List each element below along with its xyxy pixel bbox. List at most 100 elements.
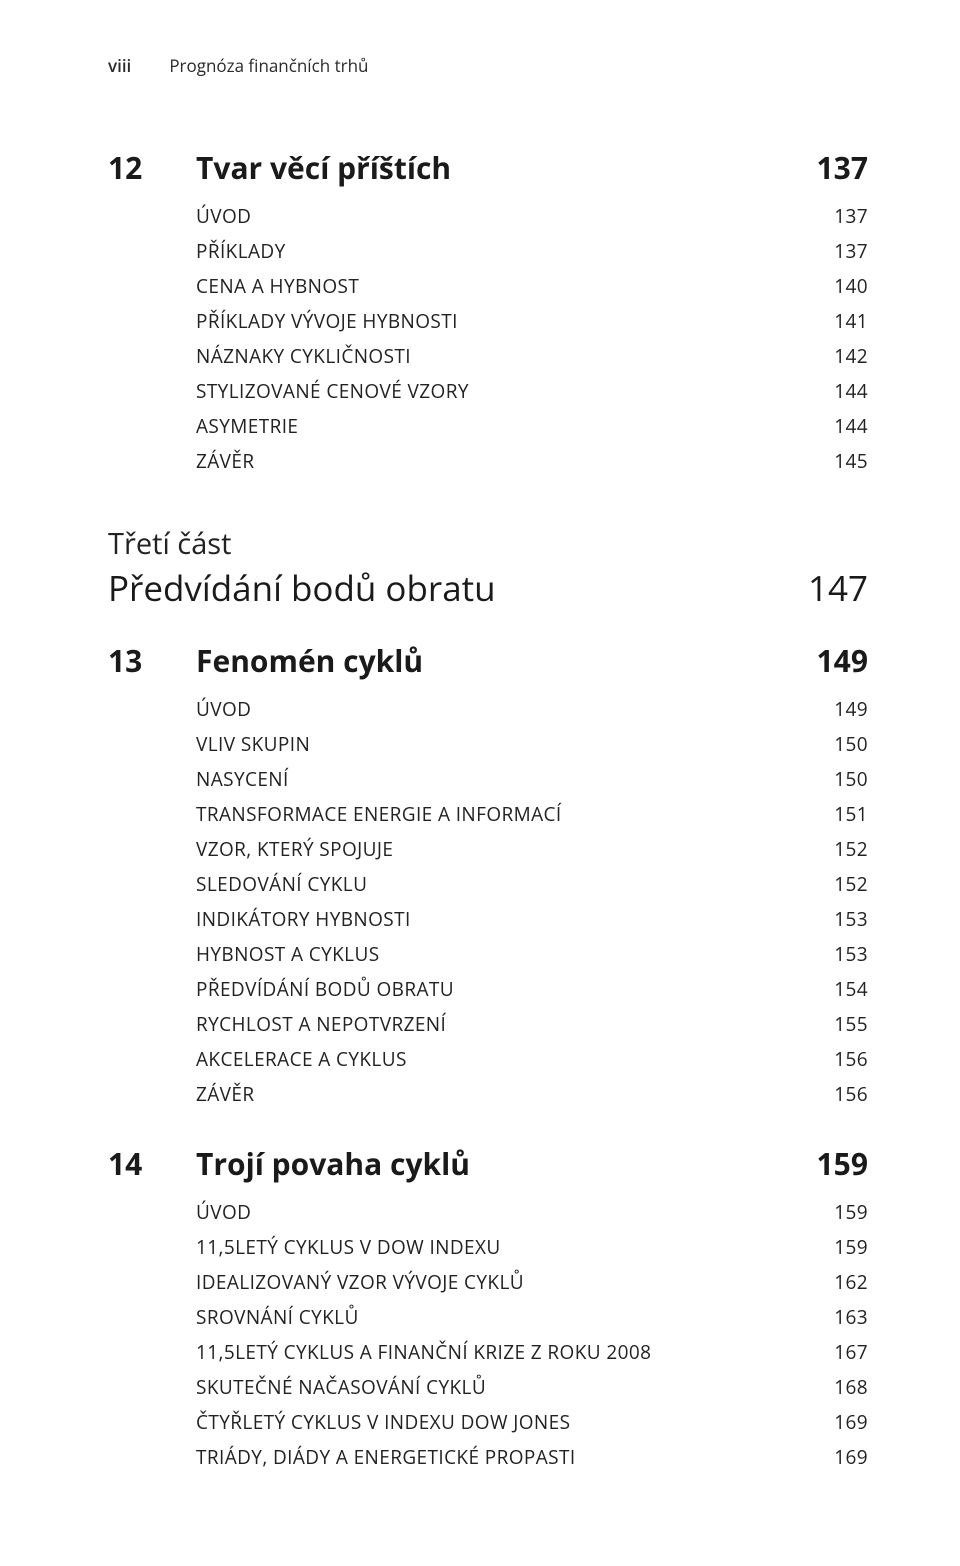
entry-label: INDIKÁTORY HYBNOSTI [196,906,411,932]
entry-page: 156 [834,1046,868,1072]
chapter-14-entries: ÚVOD159 11,5LETÝ CYKLUS V DOW INDEXU159 … [196,1194,868,1474]
entry-label: PŘÍKLADY VÝVOJE HYBNOSTI [196,308,458,334]
entry-page: 152 [834,871,868,897]
entry-label: 11,5LETÝ CYKLUS V DOW INDEXU [196,1234,501,1260]
entry-label: TRIÁDY, DIÁDY A ENERGETICKÉ PROPASTI [196,1444,576,1470]
entry-label: RYCHLOST A NEPOTVRZENÍ [196,1011,446,1037]
entry-page: 153 [834,906,868,932]
chapter-13-entries: ÚVOD 149 VLIV SKUPIN 150 NASYCENÍ 150 TRANS… [196,691,868,1111]
part-title-row: Předvídání bodů obratu 147 [108,565,868,612]
entry-label: ZÁVĚR [196,1081,255,1107]
entry-page: 169 [834,1409,868,1435]
toc-entry: INDIKÁTORY HYBNOSTI 153 [196,901,868,936]
entry-label: ÚVOD [196,203,251,229]
entry-page: 150 [834,731,868,757]
chapter-name: Tvar věcí příštích [196,147,777,188]
chapter-number: 13 [108,640,156,681]
entry-page: 137 [834,238,868,264]
entry-page: 144 [834,413,868,439]
entry-label: AKCELERACE A CYKLUS [196,1046,407,1072]
toc-entry: VLIV SKUPIN 150 [196,726,868,761]
part-title: Předvídání bodů obratu [108,565,496,612]
toc-entry: ÚVOD 137 [196,198,868,233]
entry-page: 152 [834,836,868,862]
toc-entry: SLEDOVÁNÍ CYKLU 152 [196,866,868,901]
toc-entry: HYBNOST A CYKLUS 153 [196,936,868,971]
entry-label: SKUTEČNÉ NAČASOVÁNÍ CYKLŮ [196,1374,486,1400]
toc-entry: SROVNÁNÍ CYKLŮ 163 [196,1299,868,1334]
entry-page: 167 [834,1339,868,1365]
entry-page: 168 [834,1374,868,1400]
entry-label: 11,5LETÝ CYKLUS A FINANČNÍ KRIZE Z ROKU … [196,1339,651,1365]
entry-label: SROVNÁNÍ CYKLŮ [196,1304,359,1330]
toc-entry: NASYCENÍ 150 [196,761,868,796]
toc-entry: STYLIZOVANÉ CENOVÉ VZORY144 [196,373,868,408]
entry-page: 151 [834,801,868,827]
entry-label: NÁZNAKY CYKLIČNOSTI [196,343,411,369]
toc-entry: CENA A HYBNOST140 [196,268,868,303]
entry-page: 169 [834,1444,868,1470]
toc-entry: 11,5LETÝ CYKLUS A FINANČNÍ KRIZE Z ROKU … [196,1334,868,1369]
chapter-number: 12 [108,147,156,188]
toc-entry: ZÁVĚR 156 [196,1076,868,1111]
entry-label: TRANSFORMACE ENERGIE A INFORMACÍ [196,801,562,827]
toc-entry: TRIÁDY, DIÁDY A ENERGETICKÉ PROPASTI 169 [196,1439,868,1474]
entry-label: VLIV SKUPIN [196,731,310,757]
entry-label: NASYCENÍ [196,766,289,792]
chapter-page: 159 [817,1143,868,1184]
entry-page: 142 [834,343,868,369]
entry-label: ZÁVĚR [196,448,255,474]
entry-label: ASYMETRIE [196,413,298,439]
entry-label: PŘÍKLADY [196,238,286,264]
chapter-name: Trojí povaha cyklů [196,1143,777,1184]
entry-label: HYBNOST A CYKLUS [196,941,380,967]
entry-page: 159 [834,1234,868,1260]
entry-page: 149 [834,696,868,722]
toc-entry: ČTYŘLETÝ CYKLUS V INDEXU DOW JONES 169 [196,1404,868,1439]
toc-entry: TRANSFORMACE ENERGIE A INFORMACÍ 151 [196,796,868,831]
toc-entry: ÚVOD159 [196,1194,868,1229]
running-title: Prognóza finančních trhů [169,54,368,77]
chapter-page: 137 [817,147,868,188]
chapter-13: 13 Fenomén cyklů 149 ÚVOD 149 VLIV SKUPIN… [108,640,868,1111]
entry-page: 141 [834,308,868,334]
part-label: Třetí část [108,524,868,563]
toc-entry: RYCHLOST A NEPOTVRZENÍ155 [196,1006,868,1041]
chapter-title-row: 14 Trojí povaha cyklů 159 [108,1143,868,1184]
entry-page: 163 [834,1304,868,1330]
entry-page: 156 [834,1081,868,1107]
toc-entry: ASYMETRIE 144 [196,408,868,443]
entry-page: 137 [834,203,868,229]
toc-entry: ZÁVĚR 145 [196,443,868,478]
entry-page: 144 [834,378,868,404]
toc-entry: SKUTEČNÉ NAČASOVÁNÍ CYKLŮ 168 [196,1369,868,1404]
toc-entry: IDEALIZOVANÝ VZOR VÝVOJE CYKLŮ 162 [196,1264,868,1299]
toc-entry: PŘÍKLADY VÝVOJE HYBNOSTI 141 [196,303,868,338]
toc-entry: PŘÍKLADY 137 [196,233,868,268]
entry-page: 159 [834,1199,868,1225]
page: viii Prognóza finančních trhů 12 Tvar vě… [0,0,960,1566]
chapter-14: 14 Trojí povaha cyklů 159 ÚVOD159 11,5LE… [108,1143,868,1474]
entry-label: IDEALIZOVANÝ VZOR VÝVOJE CYKLŮ [196,1269,524,1295]
entry-label: VZOR, KTERÝ SPOJUJE [196,836,393,862]
entry-label: ČTYŘLETÝ CYKLUS V INDEXU DOW JONES [196,1409,570,1435]
entry-page: 153 [834,941,868,967]
entry-label: PŘEDVÍDÁNÍ BODŮ OBRATU [196,976,454,1002]
chapter-page: 149 [817,640,868,681]
entry-page: 140 [834,273,868,299]
toc-entry: 11,5LETÝ CYKLUS V DOW INDEXU 159 [196,1229,868,1264]
toc-entry: ÚVOD 149 [196,691,868,726]
entry-label: ÚVOD [196,696,251,722]
chapter-title-row: 13 Fenomén cyklů 149 [108,640,868,681]
chapter-title-row: 12 Tvar věcí příštích 137 [108,147,868,188]
entry-page: 162 [834,1269,868,1295]
entry-page: 154 [834,976,868,1002]
chapter-12: 12 Tvar věcí příštích 137 ÚVOD 137 PŘÍKLA… [108,147,868,478]
chapter-name: Fenomén cyklů [196,640,777,681]
part-page: 147 [808,565,868,612]
entry-page: 150 [834,766,868,792]
chapter-12-entries: ÚVOD 137 PŘÍKLADY 137 CENA A HYBNOST140 PŘ… [196,198,868,478]
entry-page: 145 [834,448,868,474]
chapter-number: 14 [108,1143,156,1184]
entry-label: SLEDOVÁNÍ CYKLU [196,871,367,897]
